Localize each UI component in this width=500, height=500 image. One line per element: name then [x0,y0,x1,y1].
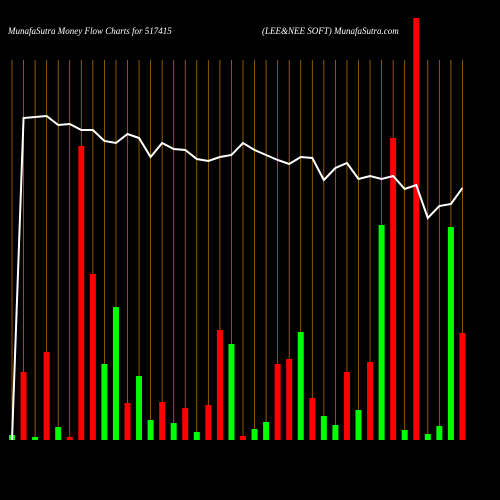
bar [205,405,212,440]
bar [436,426,443,440]
bar [320,416,327,440]
bar [309,398,316,440]
bar [424,434,431,440]
bar [447,227,454,440]
bar [251,429,258,440]
bar [20,372,27,440]
bar [286,359,293,440]
bar [367,362,374,440]
money-flow-line [11,114,464,441]
chart-subtitle: (LEE&NEE SOFT) MunafaSutra.com [262,26,399,36]
bar [343,372,350,440]
bar [216,330,223,440]
bar [263,422,270,440]
bar [390,138,397,440]
bar [459,333,466,440]
bar [136,376,143,440]
bar [413,18,420,440]
bar [78,146,85,440]
bar [124,403,131,440]
chart-title: MunafaSutra Money Flow Charts for 517415 [7,26,172,36]
bar [170,423,177,440]
bar [43,352,50,440]
bar [101,364,108,440]
bar [401,430,408,440]
bar [89,274,96,440]
bar [274,364,281,440]
bar [182,408,189,440]
bar [332,425,339,440]
bar [55,427,62,440]
bar [228,344,235,440]
bar [193,432,200,440]
bar [297,332,304,440]
bar [32,437,39,440]
bar [240,436,246,440]
bar [66,437,73,440]
bar [355,410,362,440]
bar [378,225,385,440]
bar [159,402,166,440]
bar [147,420,154,440]
bar [112,307,119,440]
